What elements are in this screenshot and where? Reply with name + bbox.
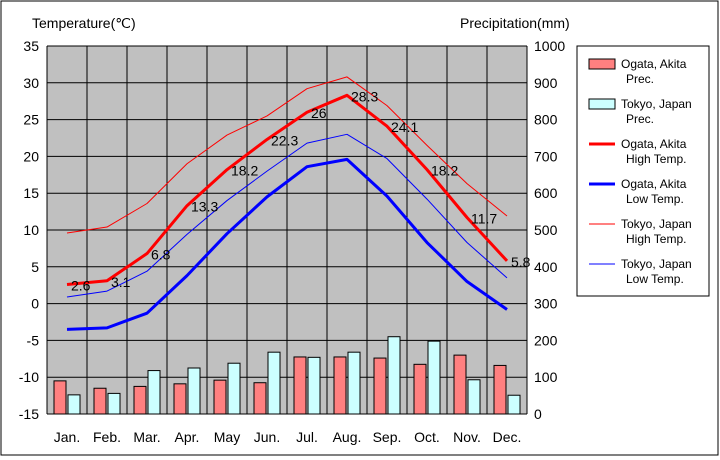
left-tick-label: 25 [23, 112, 39, 128]
x-tick-label: Jul. [296, 429, 318, 445]
legend-label: Low Temp. [626, 272, 684, 286]
precip-bar [147, 370, 161, 415]
precip-bar [333, 356, 347, 415]
precip-bar [507, 394, 521, 415]
precip-bar [227, 362, 241, 415]
legend-label: Low Temp. [626, 192, 684, 206]
data-label: 6.8 [151, 247, 171, 263]
precip-bar [347, 351, 361, 415]
left-tick-label: 20 [23, 148, 39, 164]
data-label: 3.1 [111, 274, 131, 290]
precip-bar [307, 356, 321, 415]
data-label: 5.8 [511, 254, 531, 270]
right-tick-label: 600 [534, 185, 558, 201]
x-tick-label: Nov. [453, 429, 481, 445]
left-tick-label: 15 [23, 185, 39, 201]
x-tick-label: Oct. [414, 429, 440, 445]
precip-bar [53, 380, 67, 415]
temp-line [66, 133, 508, 298]
precip-bar [253, 382, 267, 415]
right-tick-label: 800 [534, 112, 558, 128]
temp-line [66, 76, 508, 234]
right-tick-label: 900 [534, 75, 558, 91]
precip-bar [267, 351, 281, 415]
legend-label: Tokyo, Japan [621, 217, 692, 231]
precip-bar [467, 379, 481, 415]
legend-label: Tokyo, Japan [621, 257, 692, 271]
precipitation-bars [53, 336, 521, 415]
left-tick-label: -15 [19, 406, 39, 422]
data-label: 18.2 [231, 163, 258, 179]
high-temp-labels: 2.6 3.1 6.8 13.3 18.2 22.3 26 28.3 24.1 18.2 11.7 5… [71, 88, 531, 293]
right-tick-label: 200 [534, 332, 558, 348]
legend-swatch [588, 58, 616, 70]
x-tick-label: Dec. [493, 429, 522, 445]
data-label: 13.3 [191, 199, 218, 215]
x-tick-label: Jan. [54, 429, 80, 445]
temp-line [66, 157, 508, 331]
precip-bar [493, 364, 507, 415]
right-tick-label: 300 [534, 296, 558, 312]
x-tick-label: Sep. [373, 429, 402, 445]
x-tick-label: Apr. [175, 429, 200, 445]
data-label: 11.7 [471, 210, 497, 226]
left-tick-label: 10 [23, 222, 39, 238]
legend-label: Prec. [626, 112, 654, 126]
right-tick-label: 0 [534, 406, 542, 422]
left-tick-label: -10 [19, 369, 39, 385]
x-tick-label: Jun. [254, 429, 280, 445]
right-tick-label: 500 [534, 222, 558, 238]
temp-line [66, 93, 509, 286]
precip-bar [133, 385, 147, 415]
precip-bar [93, 387, 107, 415]
precip-bar [373, 357, 387, 415]
data-label: 22.3 [271, 132, 298, 148]
x-tick-label: Mar. [133, 429, 160, 445]
precip-bar [187, 367, 201, 415]
legend-label: Tokyo, Japan [621, 97, 692, 111]
legend-label: High Temp. [626, 232, 686, 246]
legend-box [576, 45, 710, 297]
legend-label: Prec. [626, 72, 654, 86]
data-label: 28.3 [351, 88, 378, 104]
x-tick-label: Aug. [333, 429, 362, 445]
left-tick-label: 35 [23, 38, 39, 54]
left-tick-label: 0 [31, 296, 39, 312]
data-label: 26 [311, 105, 327, 121]
precip-bar [67, 394, 81, 415]
precip-bar [293, 356, 307, 415]
right-axis-title: Precipitation(mm) [460, 15, 570, 31]
right-tick-label: 100 [534, 369, 558, 385]
legend-label: Ogata, Akita [621, 57, 687, 71]
left-tick-label: 30 [23, 75, 39, 91]
right-tick-label: 400 [534, 259, 558, 275]
precip-bar [173, 383, 187, 415]
left-tick-label: -5 [27, 332, 40, 348]
left-tick-label: 5 [31, 259, 39, 275]
precip-bar [213, 379, 227, 415]
precip-bar [387, 336, 401, 415]
precip-bar [107, 392, 121, 415]
temperature-lines [66, 76, 509, 331]
precip-bar [427, 340, 441, 415]
right-tick-label: 1000 [534, 38, 565, 54]
data-label: 24.1 [391, 119, 418, 135]
legend-label: Ogata, Akita [621, 177, 687, 191]
legend-swatch [588, 98, 616, 110]
legend-label: High Temp. [626, 152, 686, 166]
right-tick-label: 700 [534, 148, 558, 164]
legend-label: Ogata, Akita [621, 137, 687, 151]
left-axis-title: Temperature(℃) [32, 15, 136, 31]
precip-bar [413, 363, 427, 415]
data-label: 2.6 [71, 277, 91, 293]
precip-bar [453, 354, 467, 415]
x-tick-label: Feb. [93, 429, 121, 445]
data-label: 18.2 [431, 163, 458, 179]
x-tick-label: May [214, 429, 240, 445]
